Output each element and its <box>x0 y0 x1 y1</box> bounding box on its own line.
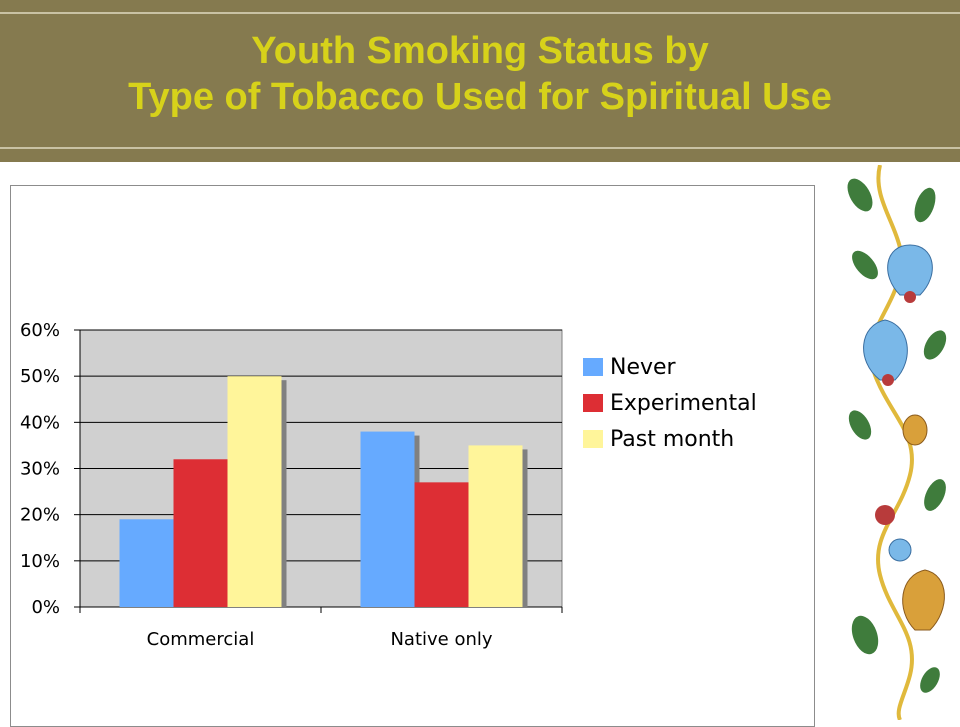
y-tick-label: 10% <box>20 551 60 572</box>
slide-title-line2: Type of Tobacco Used for Spiritual Use <box>128 76 832 118</box>
y-tick-label: 30% <box>20 459 60 480</box>
slide-title-line1: Youth Smoking Status by <box>251 30 709 72</box>
legend-swatch <box>583 394 603 412</box>
bar-past-month <box>227 376 282 607</box>
x-tick-label: Native only <box>390 629 492 650</box>
banner-rule-top <box>0 12 960 14</box>
y-tick-label: 20% <box>20 505 60 526</box>
bar-past-month <box>468 445 523 607</box>
title-banner <box>0 0 960 162</box>
slide-title: Youth Smoking Status by Type of Tobacco … <box>0 28 960 120</box>
legend-swatch <box>583 430 603 448</box>
x-tick-label: Commercial <box>147 629 255 650</box>
y-tick-label: 60% <box>20 320 60 341</box>
y-tick-label: 0% <box>31 597 60 618</box>
y-tick-label: 50% <box>20 366 60 387</box>
bar-experimental <box>173 459 228 607</box>
legend-entry: Past month <box>610 427 734 452</box>
bar-never <box>119 519 174 607</box>
bar-experimental <box>414 482 469 607</box>
banner-rule-bottom <box>0 147 960 149</box>
legend-entry: Experimental <box>610 391 757 416</box>
legend-swatch <box>583 358 603 376</box>
legend-entry: Never <box>610 355 677 380</box>
bar-never <box>360 431 415 607</box>
floral-vine-border-icon <box>847 165 947 720</box>
y-tick-label: 40% <box>20 412 60 433</box>
